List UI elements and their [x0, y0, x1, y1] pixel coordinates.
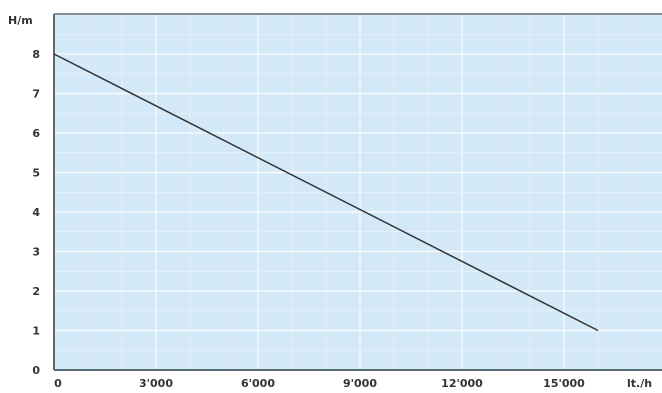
y-tick-label: 5: [32, 167, 40, 180]
x-tick-label: 6'000: [241, 377, 275, 390]
x-tick-label: 3'000: [139, 377, 173, 390]
y-tick-label: 4: [32, 206, 40, 219]
series-line: [53, 53, 599, 332]
x-tick-label: 9'000: [343, 377, 377, 390]
y-axis-title: H/m: [8, 14, 33, 27]
x-axis-title: lt./h: [627, 377, 652, 390]
x-tick-labels: 0 3'000 6'000 9'000 12'000 15'000: [54, 377, 585, 390]
y-tick-label: 7: [32, 88, 40, 101]
y-tick-label: 0: [32, 364, 40, 377]
y-tick-label: 1: [32, 325, 40, 338]
y-tick-label: 8: [32, 48, 40, 61]
x-tick-label: 12'000: [441, 377, 483, 390]
y-tick-label: 6: [32, 127, 40, 140]
x-tick-label: 0: [54, 377, 62, 390]
series-group: [53, 53, 599, 332]
y-tick-label: 2: [32, 285, 40, 298]
y-tick-labels: 0 1 2 3 4 5 6 7 8: [32, 48, 40, 377]
y-tick-label: 3: [32, 246, 40, 259]
x-tick-label: 15'000: [543, 377, 585, 390]
